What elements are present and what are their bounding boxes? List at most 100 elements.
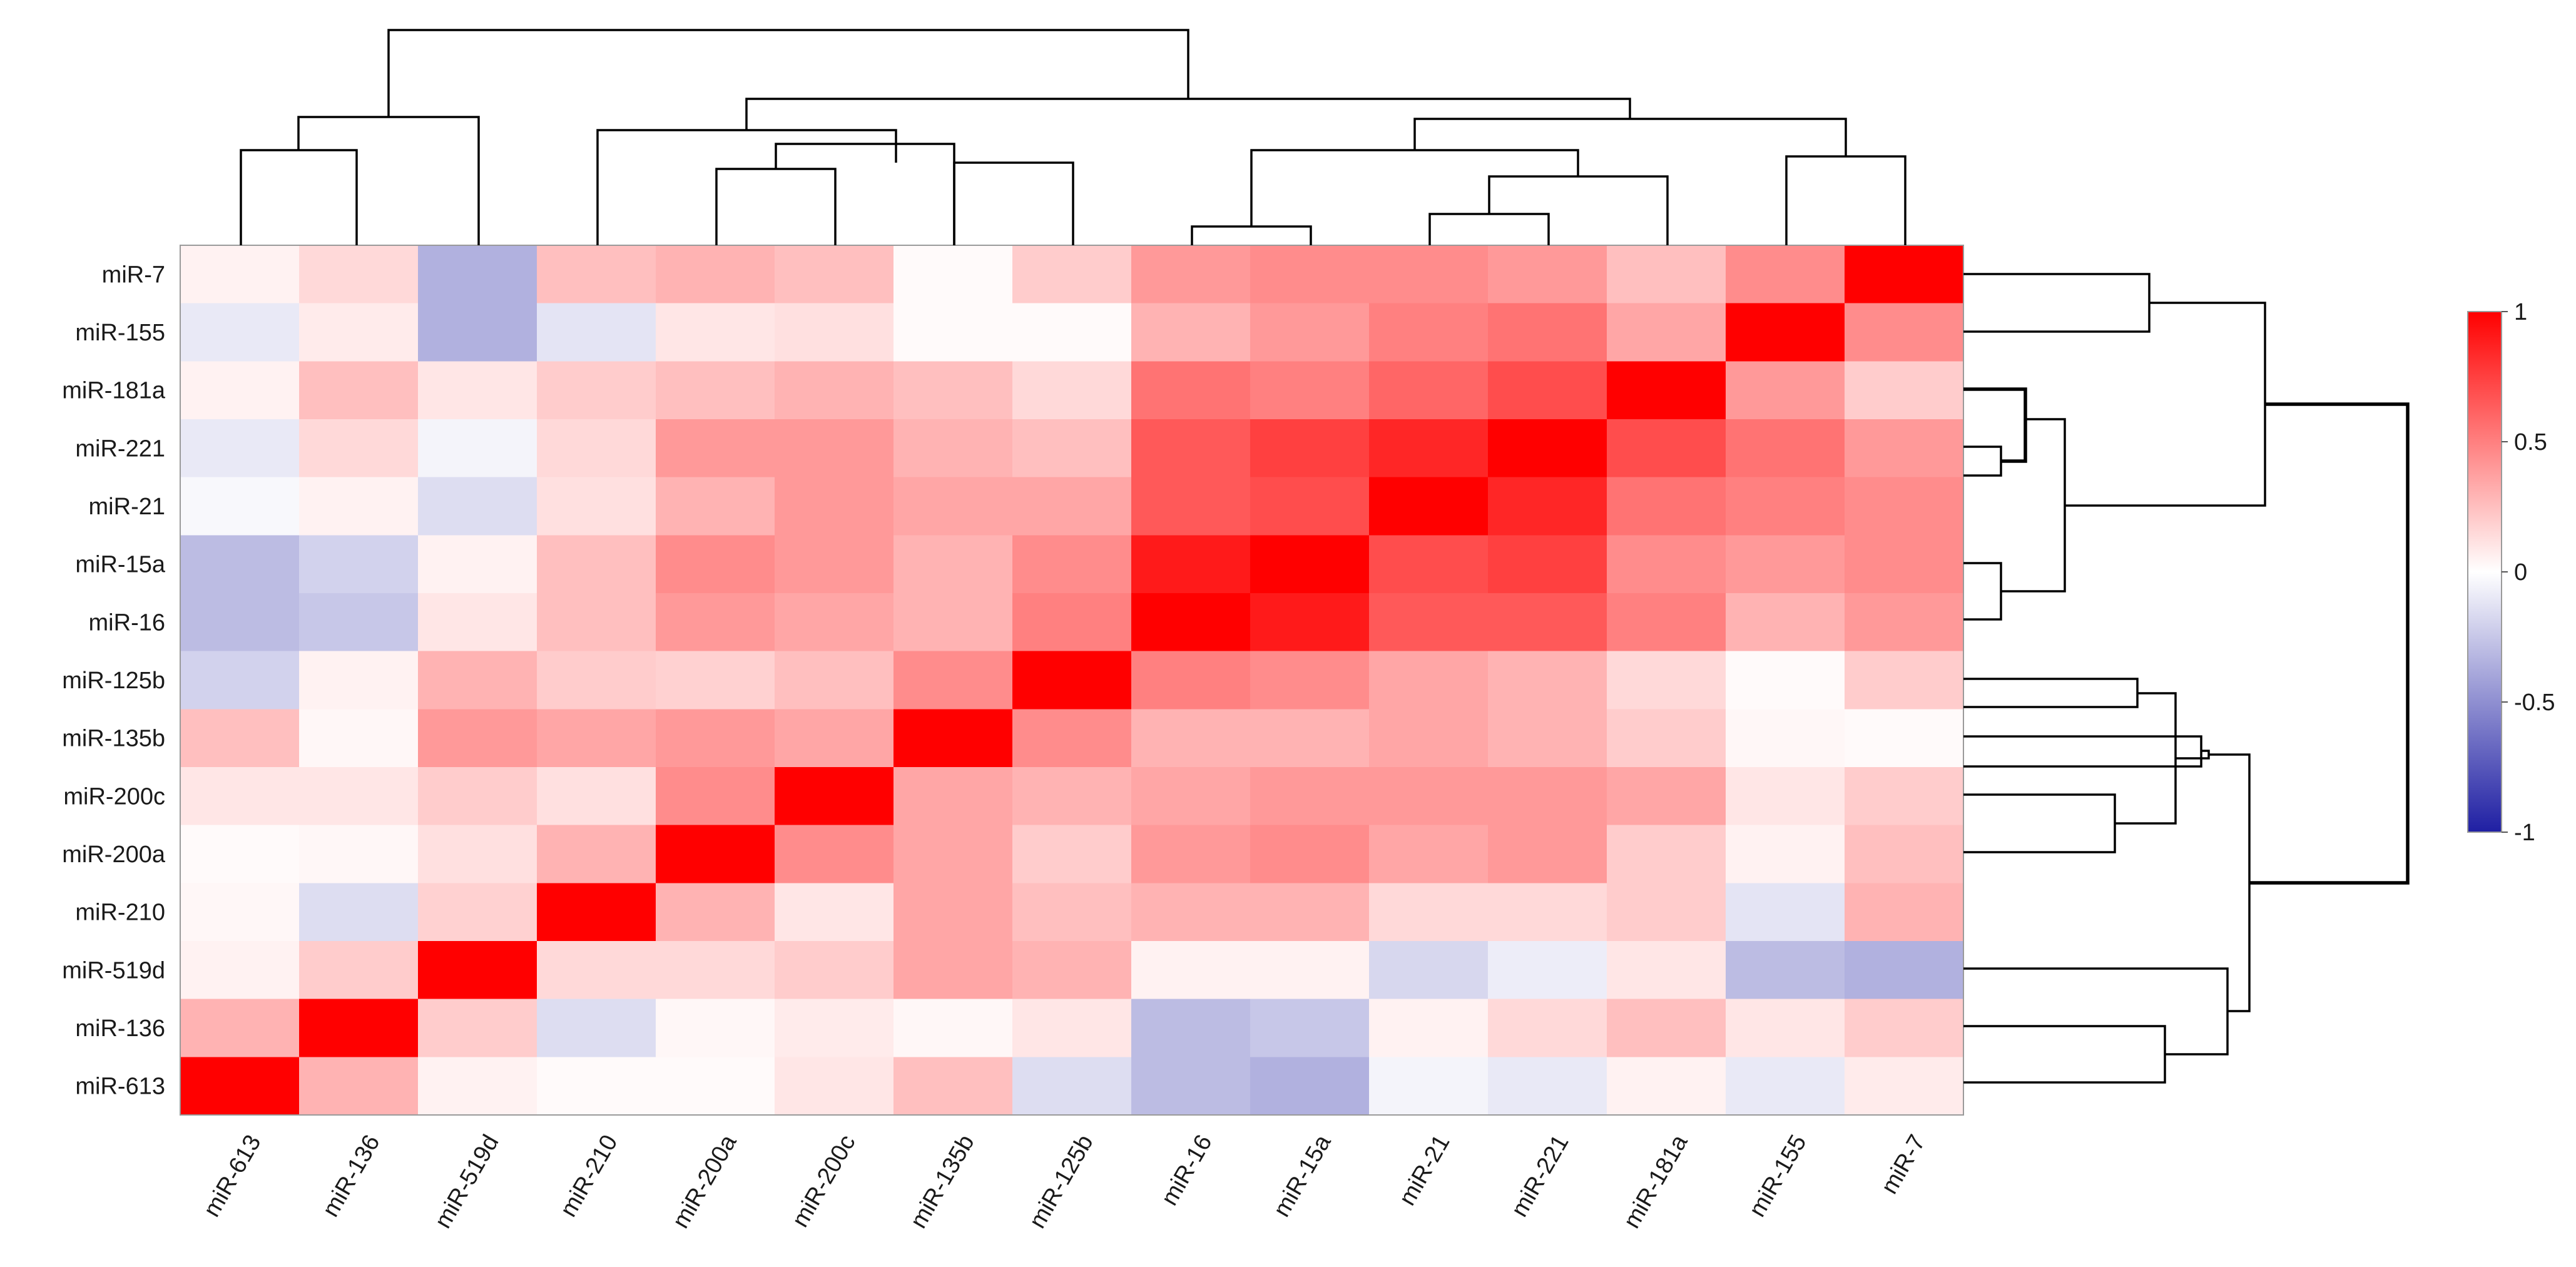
heatmap-cell (1726, 767, 1845, 826)
column-label: miR-16 (1156, 1131, 1218, 1210)
heatmap-cell (656, 477, 775, 536)
col-dendro-link (1191, 225, 1312, 245)
colorbar-tick-label: -0.5 (2514, 689, 2555, 716)
heatmap-cell (180, 1057, 300, 1116)
heatmap-cell (299, 1057, 419, 1116)
heatmap-cell (1845, 245, 1964, 304)
heatmap-cell (1369, 419, 1489, 478)
heatmap-cell (1488, 477, 1607, 536)
heatmap-cell (1012, 303, 1132, 362)
heatmap-cell (537, 477, 656, 536)
column-label: miR-125b (1024, 1131, 1099, 1233)
heatmap-cell (775, 419, 894, 478)
heatmap-cell (1488, 535, 1607, 594)
heatmap-cell (537, 999, 656, 1057)
column-label: miR-135b (905, 1131, 980, 1233)
row-label: miR-136 (75, 1015, 165, 1042)
row-label: miR-21 (89, 494, 165, 520)
heatmap-cell (893, 593, 1013, 652)
heatmap-cell (418, 245, 537, 304)
heatmap-cell (1012, 1057, 1132, 1116)
heatmap-cell (180, 303, 300, 362)
row-label: miR-221 (75, 435, 165, 462)
heatmap-cell (1607, 825, 1726, 883)
heatmap-cell (1845, 593, 1964, 652)
heatmap-cell (1845, 477, 1964, 536)
heatmap-cell (1845, 535, 1964, 594)
heatmap-cell (299, 361, 419, 420)
heatmap-cell (1250, 999, 1370, 1057)
heatmap-cell (180, 883, 300, 942)
col-dendro-link (1428, 213, 1550, 245)
heatmap-cell (1369, 825, 1489, 883)
col-dendro-link (745, 98, 1631, 130)
row-dendro-link (1963, 445, 2002, 477)
heatmap-cell (537, 535, 656, 594)
row-dendro-link (1963, 735, 2202, 768)
heatmap-cell (1726, 709, 1845, 768)
heatmap-cell (299, 419, 419, 478)
heatmap-cell (299, 477, 419, 536)
column-label: miR-136 (317, 1131, 385, 1221)
heatmap-cell (418, 825, 537, 883)
row-label: miR-200c (63, 783, 165, 810)
heatmap-cell (299, 825, 419, 883)
heatmap-cell (1250, 825, 1370, 883)
heatmap-cell (1607, 419, 1726, 478)
heatmap-cell (775, 361, 894, 420)
heatmap-cell (418, 535, 537, 594)
heatmap-cell (1131, 361, 1251, 420)
colorbar: 1 0.5 0 -0.5 -1 (2467, 299, 2555, 846)
heatmap-cell (1607, 593, 1726, 652)
heatmap-cell (893, 709, 1013, 768)
row-label: miR-210 (75, 900, 165, 926)
col-dendro-link (953, 161, 1074, 245)
row-dendro-link (1963, 387, 2027, 463)
heatmap-cell (1250, 941, 1370, 1000)
heatmap-cell (418, 709, 537, 768)
row-label: miR-200a (62, 842, 166, 868)
row-label: miR-155 (75, 320, 165, 346)
col-dendro-link (596, 129, 897, 245)
heatmap-cell (1845, 999, 1964, 1057)
col-dendro-link (775, 143, 955, 245)
heatmap-cell (1131, 477, 1251, 536)
heatmap-cell (1250, 303, 1370, 362)
row-dendro-link (2115, 692, 2177, 825)
heatmap-cell (1726, 1057, 1845, 1116)
row-label: miR-181a (62, 378, 166, 404)
heatmap-cell (1369, 593, 1489, 652)
heatmap-cell (893, 941, 1013, 1000)
heatmap-cell (180, 941, 300, 1000)
heatmap-cell (1607, 883, 1726, 942)
heatmap-cell (893, 651, 1013, 710)
row-labels: miR-7 miR-155 miR-181a miR-221 miR-21 miR-15a… (62, 262, 166, 1099)
heatmap-cell (180, 825, 300, 883)
heatmap-cell (775, 593, 894, 652)
heatmap-cell (1607, 767, 1726, 826)
heatmap-cell (1369, 999, 1489, 1057)
heatmap-cell (893, 767, 1013, 826)
heatmap-cell (1726, 999, 1845, 1057)
heatmap-cell (775, 477, 894, 536)
column-label: miR-7 (1876, 1131, 1931, 1199)
heatmap-cell (1369, 245, 1489, 304)
column-label: miR-15a (1268, 1130, 1336, 1221)
heatmap-cell (1250, 419, 1370, 478)
heatmap-cell (1726, 361, 1845, 420)
heatmap-cell (1369, 535, 1489, 594)
col-dendro-link (240, 149, 358, 245)
heatmap-cell (1726, 303, 1845, 362)
heatmap-cell (1726, 477, 1845, 536)
heatmap-cell (775, 767, 894, 826)
row-dendro-link (1963, 678, 2139, 708)
heatmap-cell (656, 593, 775, 652)
heatmap-cell (299, 883, 419, 942)
heatmap-cell (537, 651, 656, 710)
heatmap-cell (1607, 245, 1726, 304)
heatmap-cell (537, 245, 656, 304)
colorbar-gradient (2467, 311, 2502, 833)
heatmap-cell (1131, 419, 1251, 478)
row-dendrogram (1963, 273, 2410, 1084)
